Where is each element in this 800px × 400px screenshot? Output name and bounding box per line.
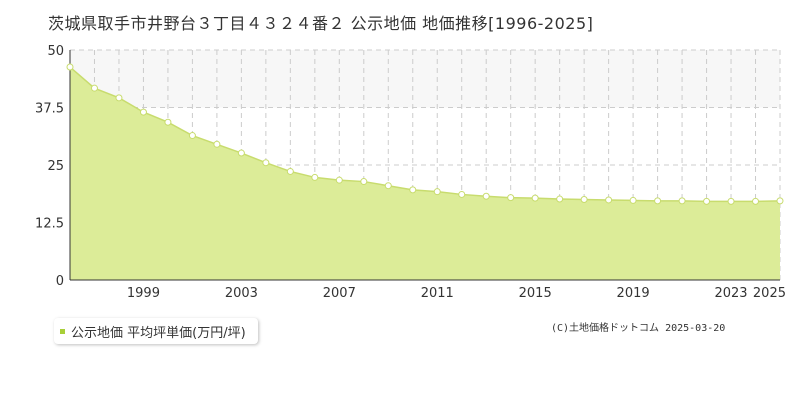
y-tick-label: 37.5 — [35, 102, 64, 117]
data-point — [580, 196, 588, 203]
data-point — [335, 176, 343, 184]
legend-label: 公示地価 平均坪単価(万円/坪) — [71, 325, 246, 341]
data-point — [629, 196, 637, 204]
x-tick-label: 2019 — [617, 286, 650, 301]
data-point — [139, 108, 147, 116]
data-point — [360, 178, 368, 186]
data-point — [654, 197, 662, 205]
data-point — [776, 197, 784, 205]
data-point — [237, 149, 245, 157]
data-point — [482, 192, 490, 200]
series-line — [69, 66, 781, 203]
data-point — [384, 182, 392, 190]
x-tick-label: 2025 — [753, 286, 786, 301]
plot-band — [70, 50, 780, 108]
x-tick-label: 2023 — [714, 286, 747, 301]
x-tick-label: 2011 — [421, 286, 454, 301]
data-point — [66, 63, 74, 71]
data-point — [507, 194, 515, 202]
data-point — [556, 195, 564, 203]
y-tick-label: 25 — [47, 159, 64, 174]
data-point — [605, 196, 613, 204]
data-point — [703, 197, 711, 205]
y-tick-label: 50 — [47, 44, 64, 59]
y-tick-label: 0 — [56, 274, 64, 289]
chart-title: 茨城県取手市井野台３丁目４３２４番２ 公示地価 地価推移[1996-2025] — [48, 14, 594, 33]
x-tick-label: 2003 — [225, 286, 258, 301]
copyright-credit: (C)土地価格ドットコム 2025-03-20 — [551, 323, 726, 334]
data-point — [727, 197, 735, 205]
x-tick-label: 2007 — [323, 286, 356, 301]
data-point — [531, 194, 539, 202]
data-point — [433, 188, 441, 196]
legend-swatch — [60, 328, 65, 334]
data-point — [90, 84, 98, 92]
data-point — [752, 197, 760, 205]
x-tick-label: 2015 — [519, 286, 552, 301]
data-point — [458, 190, 466, 198]
y-tick-label: 12.5 — [35, 217, 64, 232]
data-point — [188, 132, 196, 140]
data-point — [262, 159, 270, 167]
data-point — [164, 118, 172, 126]
data-point — [115, 94, 123, 102]
data-point — [286, 167, 294, 175]
series-area — [70, 67, 780, 281]
x-tick-label: 1999 — [127, 286, 160, 301]
data-point — [213, 140, 221, 148]
legend: 公示地価 平均坪単価(万円/坪) — [54, 318, 258, 344]
data-point — [409, 186, 417, 194]
data-point — [678, 197, 686, 205]
data-point — [311, 173, 319, 181]
